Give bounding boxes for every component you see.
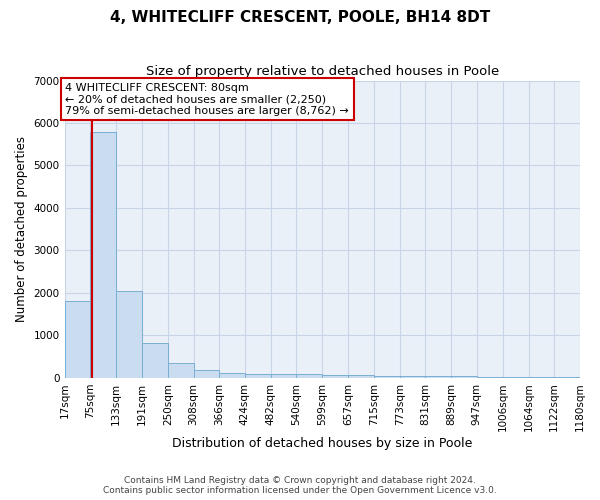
Bar bbox=[219, 372, 245, 378]
Bar bbox=[451, 376, 477, 378]
X-axis label: Distribution of detached houses by size in Poole: Distribution of detached houses by size … bbox=[172, 437, 472, 450]
Y-axis label: Number of detached properties: Number of detached properties bbox=[15, 136, 28, 322]
Bar bbox=[554, 377, 580, 378]
Bar bbox=[168, 364, 194, 378]
Bar bbox=[425, 376, 451, 378]
Bar bbox=[348, 376, 374, 378]
Bar bbox=[142, 343, 168, 378]
Bar bbox=[271, 374, 296, 378]
Text: 4, WHITECLIFF CRESCENT, POOLE, BH14 8DT: 4, WHITECLIFF CRESCENT, POOLE, BH14 8DT bbox=[110, 10, 490, 25]
Bar bbox=[245, 374, 271, 378]
Bar bbox=[374, 376, 400, 378]
Bar bbox=[116, 291, 142, 378]
Text: Contains HM Land Registry data © Crown copyright and database right 2024.
Contai: Contains HM Land Registry data © Crown c… bbox=[103, 476, 497, 495]
Bar bbox=[322, 376, 348, 378]
Bar bbox=[296, 374, 322, 378]
Bar bbox=[477, 376, 503, 378]
Bar bbox=[529, 377, 554, 378]
Bar bbox=[400, 376, 425, 378]
Bar bbox=[90, 132, 116, 378]
Text: 4 WHITECLIFF CRESCENT: 80sqm
← 20% of detached houses are smaller (2,250)
79% of: 4 WHITECLIFF CRESCENT: 80sqm ← 20% of de… bbox=[65, 82, 349, 116]
Bar bbox=[65, 302, 90, 378]
Bar bbox=[194, 370, 219, 378]
Title: Size of property relative to detached houses in Poole: Size of property relative to detached ho… bbox=[146, 65, 499, 78]
Bar bbox=[503, 377, 529, 378]
